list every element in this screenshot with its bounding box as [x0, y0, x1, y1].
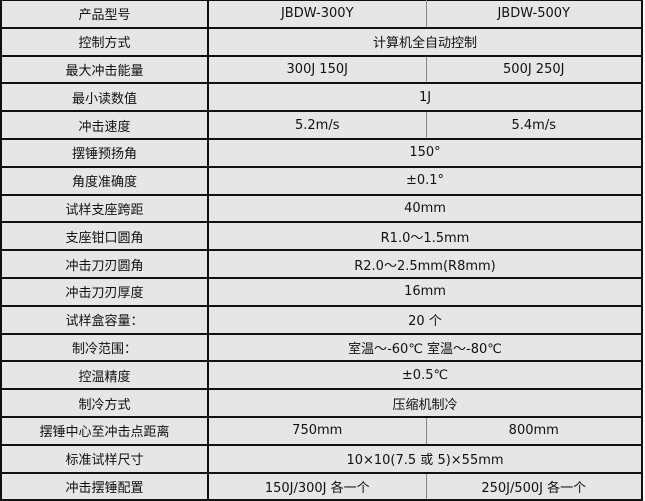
- row-label: 角度准确度: [0, 165, 209, 196]
- row-value: 250J/500J 各一个: [426, 471, 643, 501]
- row-label: 冲击刀刃厚度: [0, 276, 209, 307]
- row-label: 冲击摆锤配置: [0, 471, 209, 501]
- table-row: 控制方式 计算机全自动控制: [0, 26, 643, 57]
- row-label: 冲击刀刃圆角: [0, 249, 209, 279]
- row-label: 摆锤预扬角: [0, 137, 209, 168]
- row-value: 150J/300J 各一个: [208, 471, 427, 501]
- row-value: 20 个: [208, 304, 643, 335]
- row-label: 产品型号: [0, 0, 209, 29]
- row-label: 标准试样尺寸: [0, 443, 209, 474]
- table-row: 标准试样尺寸 10×10(7.5 或 5)×55mm: [0, 443, 643, 474]
- row-label: 试样支座跨距: [0, 193, 209, 224]
- table-row: 试样盒容量： 20 个: [0, 304, 643, 335]
- row-value: 500J 250J: [426, 54, 643, 85]
- table-row: 冲击刀刃圆角 R2.0～2.5mm(R8mm): [0, 249, 643, 279]
- row-label: 控温精度: [0, 360, 209, 391]
- table-row: 控温精度 ±0.5℃: [0, 360, 643, 391]
- row-value: 800mm: [426, 415, 643, 446]
- table-row: 摆锤预扬角 150°: [0, 137, 643, 168]
- table-row: 摆锤中心至冲击点距离 750mm 800mm: [0, 415, 643, 446]
- row-label: 冲击速度: [0, 110, 209, 140]
- row-value: R1.0～1.5mm: [208, 221, 643, 252]
- table-row: 最大冲击能量 300J 150J 500J 250J: [0, 54, 643, 85]
- row-label: 制冷方式: [0, 388, 209, 418]
- row-value: 16mm: [208, 276, 643, 307]
- table-row: 冲击刀刃厚度 16mm: [0, 276, 643, 307]
- row-label: 最大冲击能量: [0, 54, 209, 85]
- row-label: 最小读数值: [0, 82, 209, 113]
- row-value: 压缩机制冷: [208, 388, 643, 418]
- row-value: JBDW-500Y: [426, 0, 643, 29]
- table-row: 产品型号 JBDW-300Y JBDW-500Y: [0, 0, 643, 29]
- row-value: 5.2m/s: [208, 110, 427, 140]
- row-label: 支座钳口圆角: [0, 221, 209, 252]
- row-label: 试样盒容量：: [0, 304, 209, 335]
- row-label: 摆锤中心至冲击点距离: [0, 415, 209, 446]
- row-value: 750mm: [208, 415, 427, 446]
- row-value: 150°: [208, 137, 643, 168]
- row-value: R2.0～2.5mm(R8mm): [208, 249, 643, 279]
- row-value: JBDW-300Y: [208, 0, 427, 29]
- table-row: 角度准确度 ±0.1°: [0, 165, 643, 196]
- row-label: 制冷范围：: [0, 332, 209, 363]
- row-value: ±0.5℃: [208, 360, 643, 391]
- table-row: 制冷方式 压缩机制冷: [0, 388, 643, 418]
- row-value: 计算机全自动控制: [208, 26, 643, 57]
- row-value: 10×10(7.5 或 5)×55mm: [208, 443, 643, 474]
- table-row: 冲击速度 5.2m/s 5.4m/s: [0, 110, 643, 140]
- row-value: ±0.1°: [208, 165, 643, 196]
- table-row: 试样支座跨距 40mm: [0, 193, 643, 224]
- row-value: 1J: [208, 82, 643, 113]
- row-value: 40mm: [208, 193, 643, 224]
- table-row: 最小读数值 1J: [0, 82, 643, 113]
- table-row: 冲击摆锤配置 150J/300J 各一个 250J/500J 各一个: [0, 471, 643, 501]
- table-row: 制冷范围： 室温～-60℃ 室温～-80℃: [0, 332, 643, 363]
- row-value: 300J 150J: [208, 54, 427, 85]
- row-label: 控制方式: [0, 26, 209, 57]
- row-value: 室温～-60℃ 室温～-80℃: [208, 332, 643, 363]
- row-value: 5.4m/s: [426, 110, 643, 140]
- table-row: 支座钳口圆角 R1.0～1.5mm: [0, 221, 643, 252]
